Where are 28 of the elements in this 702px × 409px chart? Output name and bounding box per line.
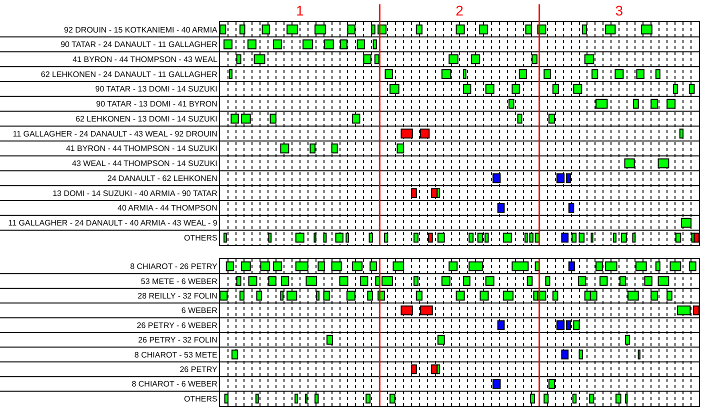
y-tick-label: 8 CHIAROT - 6 WEBER: [132, 380, 218, 389]
x-tick-label: 3: [615, 2, 624, 18]
y-tick-label: 28 REILLY - 32 FOLIN: [138, 291, 218, 300]
y-tick-label: 92 DROUIN - 15 KOTKANIEMI - 40 ARMIA: [64, 25, 218, 34]
y-tick-label: 53 METE - 6 WEBER: [140, 276, 218, 286]
y-tick-label: 8 CHIAROT - 53 METE: [134, 350, 218, 360]
y-tick-label: 43 WEAL - 44 THOMPSON - 14 SUZUKI: [72, 159, 218, 168]
y-tick-label: 41 BYRON - 44 THOMPSON - 14 SUZUKI: [66, 144, 218, 154]
y-tick-label: 26 PETRY - 32 FOLIN: [138, 336, 218, 345]
y-tick-label: 26 PETRY - 6 WEBER: [136, 320, 218, 330]
y-tick-label: 11 GALLAGHER - 24 DANAULT - 43 WEAL - 92 DROUIN: [12, 129, 218, 138]
x-tick-label: 1: [296, 2, 304, 18]
y-tick-label: 8 CHIAROT - 26 PETRY: [130, 262, 218, 272]
x-tick-label: 2: [456, 2, 464, 18]
y-tick-label: 11 GALLAGHER - 24 DANAULT - 40 ARMIA - 43 WEAL - 9: [8, 218, 218, 228]
y-tick-label: 90 TATAR - 13 DOMI - 14 SUZUKI: [95, 84, 218, 94]
y-tick-label: 40 ARMIA - 44 THOMPSON: [118, 204, 218, 213]
y-tick-label: OTHERS: [184, 394, 218, 404]
y-tick-label: 62 LEHKONEN - 24 DANAULT - 11 GALLAGHER: [40, 70, 218, 79]
y-tick-label: 41 BYRON - 44 THOMPSON - 43 WEAL: [72, 54, 218, 64]
y-tick-label: 26 PETRY: [180, 365, 218, 374]
y-tick-label: 90 TATAR - 24 DANAULT - 11 GALLAGHER: [60, 40, 218, 50]
y-tick-label: 90 TATAR - 13 DOMI - 41 BYRON: [96, 100, 218, 109]
y-tick-label: 62 LEHKONEN - 13 DOMI - 14 SUZUKI: [76, 114, 218, 124]
y-tick-label: OTHERS: [184, 233, 218, 242]
y-tick-label: 6 WEBER: [181, 306, 218, 316]
y-tick-label: 24 DANAULT - 62 LEHKONEN: [107, 174, 218, 183]
y-tick-label: 13 DOMI - 14 SUZUKI - 40 ARMIA - 90 TATAR: [52, 188, 218, 198]
